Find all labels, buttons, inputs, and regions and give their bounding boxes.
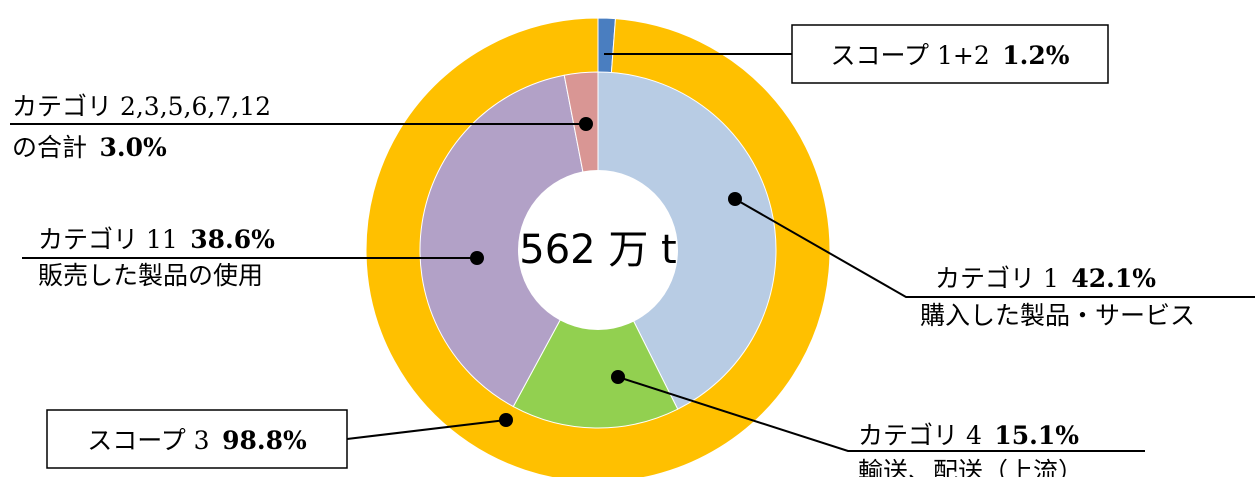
leader-line-cat1 bbox=[734, 198, 1255, 298]
donut-hole bbox=[518, 170, 678, 330]
callout-box-scope3 bbox=[46, 409, 348, 469]
inner-ring bbox=[419, 71, 777, 429]
label-cat-other-desc: の合計 3.0% bbox=[12, 133, 167, 162]
inner-slice-11 bbox=[419, 74, 599, 408]
leader-line-scope3 bbox=[346, 419, 507, 440]
label-cat11-desc: 販売した製品の使用 bbox=[38, 261, 263, 290]
inner-slice-1 bbox=[597, 71, 777, 410]
label-cat11-name: カテゴリ 11 38.6% bbox=[38, 225, 275, 254]
label-cat1-desc: 購入した製品・サービス bbox=[920, 301, 1195, 330]
label-cat1-name: カテゴリ 1 42.1% bbox=[935, 264, 1156, 293]
callouts: スコープ 1+2 1.2% スコープ 3 98.8% カテゴリ 2,3,5,6,7,12… bbox=[10, 24, 1255, 477]
label-cat-other-name: カテゴリ 2,3,5,6,7,12 bbox=[12, 92, 271, 121]
label-scope3: スコープ 3 98.8% bbox=[87, 426, 307, 455]
label-scope12: スコープ 1+2 1.2% bbox=[831, 41, 1070, 70]
center-total-label: 562 万 t bbox=[519, 227, 676, 273]
callout-box-scope12 bbox=[791, 24, 1109, 84]
leader-line-cat4 bbox=[617, 376, 1145, 452]
label-cat4-desc: 輸送、配送（上流） bbox=[858, 457, 1083, 477]
label-cat4-name: カテゴリ 4 15.1% bbox=[858, 421, 1079, 450]
